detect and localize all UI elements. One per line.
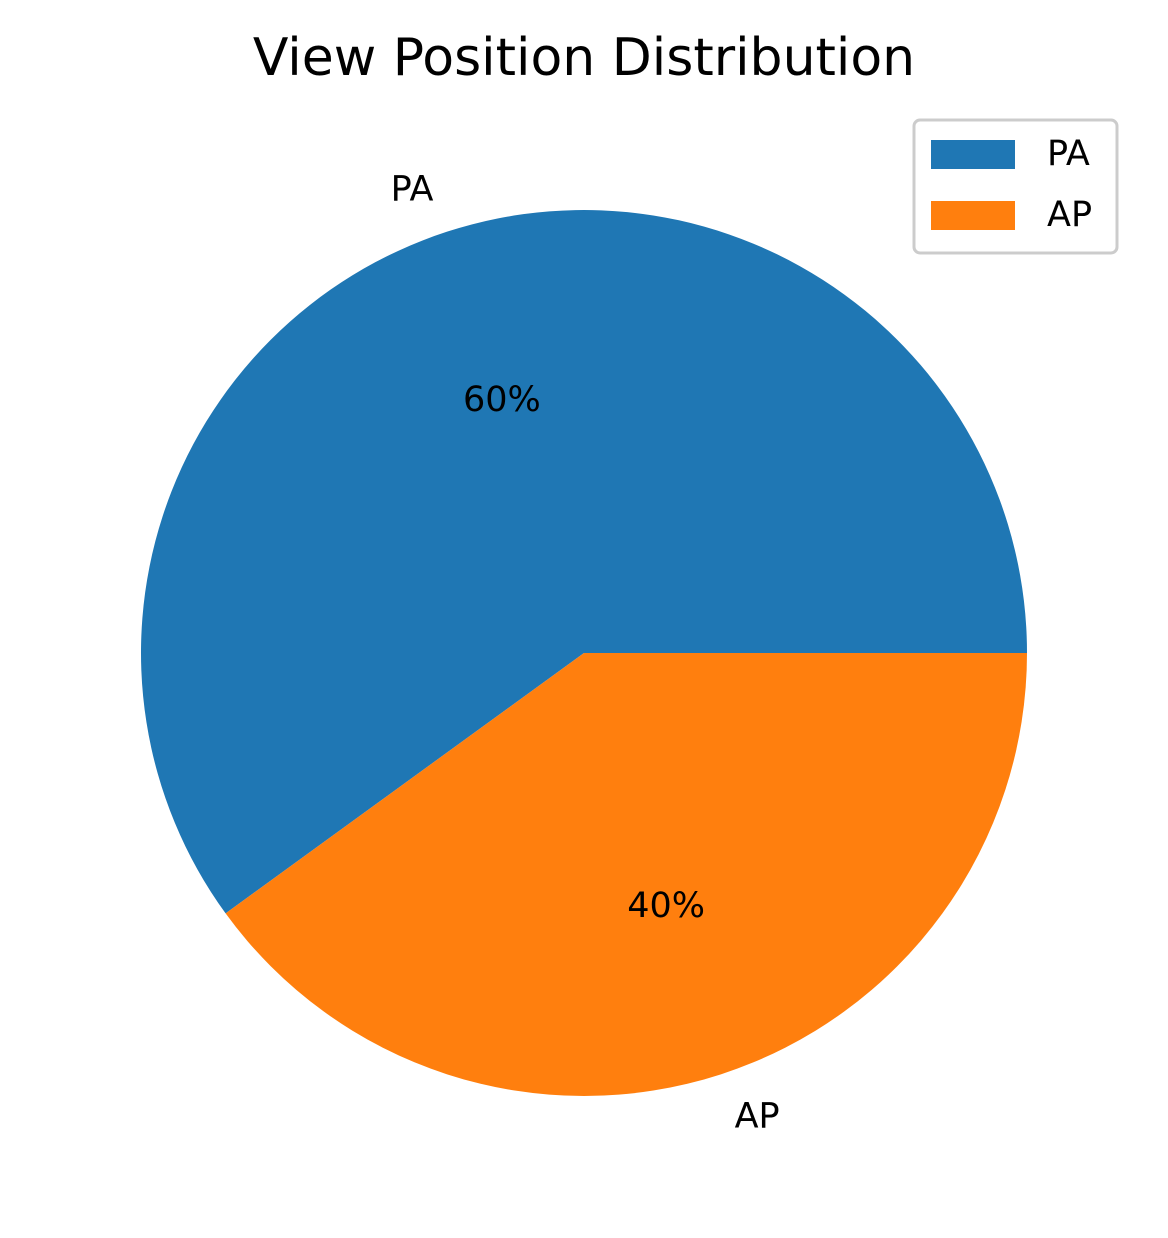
percent-label-ap: 40%	[627, 886, 705, 926]
legend-swatch-ap	[931, 201, 1015, 230]
pie-slices	[141, 210, 1027, 1097]
legend-label-pa: PA	[1047, 134, 1090, 174]
pie-slice-ap	[225, 653, 1027, 1097]
legend-label-ap: AP	[1047, 195, 1092, 235]
slice-label-ap: AP	[735, 1096, 780, 1136]
legend: PA AP	[912, 118, 1119, 255]
pie-labels: PA 60% AP 40%	[391, 170, 780, 1137]
chart-title: View Position Distribution	[253, 28, 915, 88]
legend-swatch-pa	[931, 140, 1015, 169]
percent-label-pa: 60%	[463, 380, 541, 420]
slice-label-pa: PA	[391, 170, 434, 210]
legend-entries: PA AP	[931, 134, 1092, 235]
pie-slice-pa	[141, 210, 1027, 914]
